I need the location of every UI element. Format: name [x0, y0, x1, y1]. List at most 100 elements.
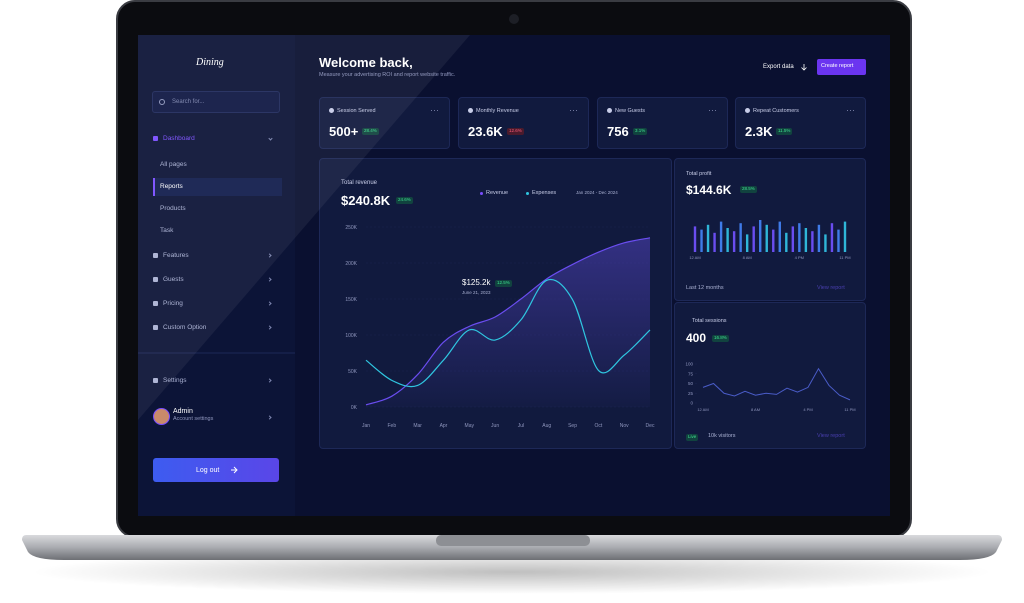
tooltip-badge: 12.5%: [495, 280, 512, 287]
logo: Dining: [196, 57, 224, 68]
sessions-badge: 16.8%: [712, 335, 729, 342]
x-tick-label: Nov: [620, 423, 629, 429]
user-role: Account settings: [173, 416, 214, 422]
view-report[interactable]: View report: [817, 285, 845, 291]
tooltip-value: $125.2k: [462, 278, 491, 287]
x-tick-label: Sep: [568, 423, 577, 429]
nav-item[interactable]: Guests: [163, 276, 184, 283]
stat-icon: [745, 108, 750, 113]
profit-period: Last 12 months: [686, 285, 724, 291]
bar: [765, 224, 768, 252]
stat-label: Session Served: [337, 108, 376, 114]
x-tick-label: Mar: [413, 423, 422, 429]
stat-badge: 28.4%: [362, 128, 379, 135]
stat-value: 500+: [329, 124, 359, 139]
date-range[interactable]: Jan 2024 - Dec 2024: [576, 190, 618, 195]
y-tick-label: 150K: [345, 297, 357, 303]
menu-dot: [715, 110, 717, 112]
bar: [752, 226, 755, 252]
visitors: 10k visitors: [708, 433, 736, 439]
nav-item[interactable]: Dashboard: [163, 135, 195, 142]
menu-dot: [434, 110, 436, 112]
search-icon: [159, 99, 165, 105]
stat-card[interactable]: [319, 97, 450, 149]
nav-subitem[interactable]: Reports: [160, 183, 183, 190]
profit-badge: 28.5%: [740, 186, 757, 193]
nav-item[interactable]: Custom Option: [163, 324, 207, 331]
bar: [693, 226, 697, 252]
menu-dot: [573, 110, 575, 112]
bar: [843, 221, 847, 252]
nav-item[interactable]: Pricing: [163, 300, 183, 307]
menu-dot: [437, 110, 439, 112]
stat-value: 756: [607, 124, 629, 139]
legend-dot: [480, 192, 483, 195]
nav-subitem[interactable]: All pages: [160, 161, 187, 168]
shadow: [32, 550, 992, 594]
bar: [804, 228, 808, 252]
stat-badge: 3.1%: [633, 128, 648, 135]
x-tick-label: Jul: [518, 423, 524, 429]
x-tick-label: Feb: [388, 423, 397, 429]
view-report[interactable]: View report: [817, 433, 845, 439]
menu-dot: [853, 110, 855, 112]
bar: [837, 229, 840, 252]
nav-item[interactable]: Features: [163, 252, 189, 259]
bar: [719, 221, 723, 252]
nav-subitem[interactable]: Products: [160, 205, 186, 212]
stat-icon: [329, 108, 334, 113]
x-tick-label: 12 AM: [689, 255, 700, 260]
y-tick-label: 100K: [345, 333, 357, 339]
settings[interactable]: Settings: [163, 377, 187, 384]
x-tick-label: Aug: [542, 423, 551, 429]
series-line: [365, 237, 651, 406]
stat-card[interactable]: [458, 97, 589, 149]
search-placeholder: Search for...: [172, 99, 205, 105]
y-tick-label: 0K: [351, 405, 358, 411]
bar: [745, 234, 749, 252]
logout-button[interactable]: [153, 458, 279, 482]
nav-subitem[interactable]: Task: [160, 227, 174, 234]
create-report-label: Create report: [821, 63, 854, 69]
y-tick-label: 50: [688, 381, 694, 386]
page-title: Welcome back,: [319, 55, 413, 70]
nav-icon: [153, 136, 158, 141]
bar: [706, 224, 710, 252]
logout-arrow: [231, 466, 238, 474]
sidebar-bg: [138, 35, 295, 516]
stat-card[interactable]: [735, 97, 866, 149]
menu-dot: [850, 110, 852, 112]
bar: [785, 232, 788, 252]
x-tick-label: Jan: [362, 423, 370, 429]
legend-entry: Expenses: [532, 190, 557, 196]
y-tick-label: 100: [685, 362, 693, 367]
tooltip-date: June 21, 2023: [462, 290, 491, 295]
profit-panel: [674, 158, 866, 301]
x-tick-label: 11 PM: [844, 407, 855, 412]
settings-icon: [153, 378, 158, 383]
x-tick-label: 8 AM: [743, 255, 752, 260]
bar: [713, 232, 716, 252]
page-subtitle: Measure your advertising ROI and report …: [319, 72, 456, 78]
x-tick-label: Apr: [440, 423, 448, 429]
stat-value: 23.6K: [468, 124, 503, 139]
export-icon: [801, 64, 807, 71]
x-tick-label: 4 PM: [803, 407, 812, 412]
series-line: [365, 278, 651, 388]
bar: [791, 226, 795, 252]
search-box[interactable]: [152, 91, 280, 113]
x-tick-label: 11 PM: [839, 255, 850, 260]
series-line: [702, 367, 851, 401]
create-report-button[interactable]: [817, 59, 866, 75]
bar: [772, 229, 775, 252]
x-tick-label: Jun: [491, 423, 499, 429]
y-tick-label: 50K: [348, 369, 358, 375]
sessions-value: 400: [686, 331, 707, 345]
nav-icon: [153, 253, 158, 258]
export-button[interactable]: Export data: [763, 64, 794, 70]
stat-card[interactable]: [597, 97, 728, 149]
y-tick-label: 200K: [345, 261, 357, 267]
